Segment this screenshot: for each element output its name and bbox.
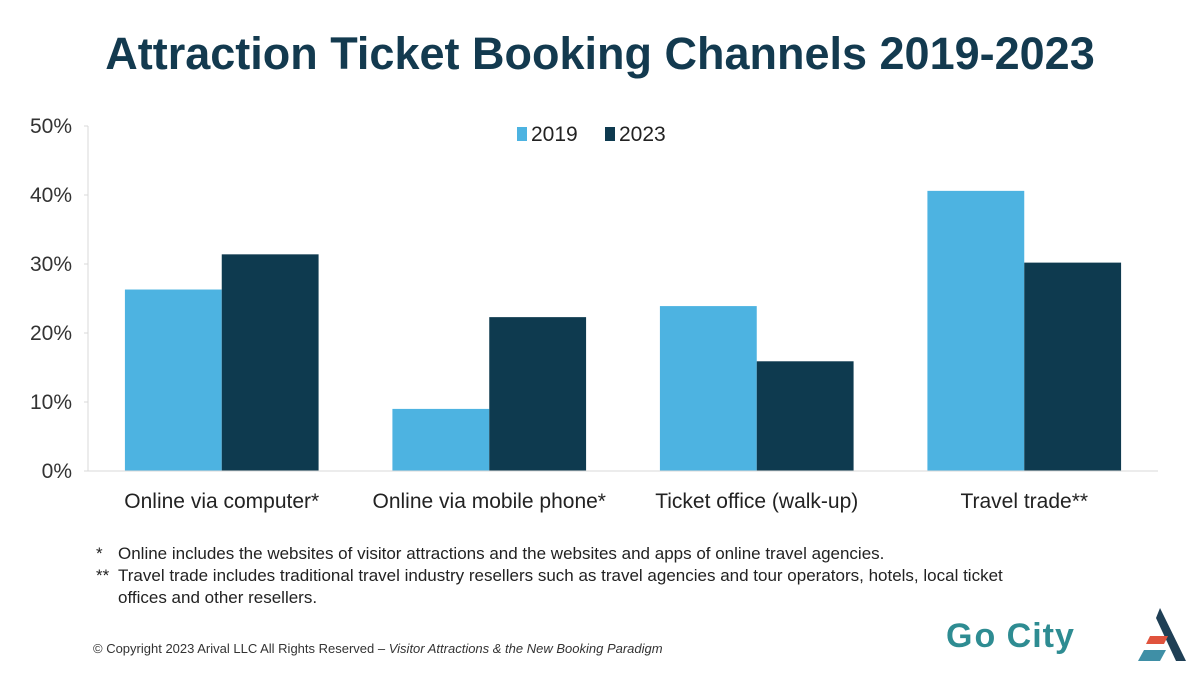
bar-2023 xyxy=(756,361,854,471)
y-tick-label: 30% xyxy=(30,253,72,276)
y-tick-label: 40% xyxy=(30,184,72,207)
bar-2019 xyxy=(124,289,222,471)
y-tick-label: 10% xyxy=(30,391,72,414)
x-tick-label: Online via mobile phone* xyxy=(373,490,606,513)
footnote-mark: * xyxy=(96,544,103,563)
gocity-logo: Goo City xyxy=(946,617,1075,655)
chart-title: Attraction Ticket Booking Channels 2019-… xyxy=(105,28,1095,79)
copyright-text: © Copyright 2023 Arival LLC All Rights R… xyxy=(93,641,389,656)
y-tick-label: 20% xyxy=(30,322,72,345)
bar-chart: 0% 10% 20% 30% 40% 50% Online via computer* Onl… xyxy=(30,115,1158,513)
legend-swatch-2019 xyxy=(517,127,527,141)
footnote: ** Travel trade includes traditional trav… xyxy=(96,565,1048,609)
bar-2019 xyxy=(659,306,757,471)
x-tick-label: Online via computer* xyxy=(124,490,319,513)
footnote: * Online includes the websites of visitor… xyxy=(96,543,1048,565)
legend-label: 2019 xyxy=(531,123,578,146)
arival-logo xyxy=(1138,608,1186,661)
footnotes: * Online includes the websites of visitor… xyxy=(96,543,1048,609)
copyright: © Copyright 2023 Arival LLC All Rights R… xyxy=(93,641,663,656)
bar-2023 xyxy=(489,317,587,471)
footnote-mark: ** xyxy=(96,566,110,585)
bar-2023 xyxy=(221,254,319,471)
x-tick-label: Travel trade** xyxy=(960,490,1088,513)
legend-label: 2023 xyxy=(619,123,666,146)
source-title: Visitor Attractions & the New Booking Pa… xyxy=(388,641,663,656)
x-tick-label: Ticket office (walk-up) xyxy=(655,490,858,513)
bar-2019 xyxy=(392,408,490,471)
y-tick-label: 0% xyxy=(42,460,72,483)
legend-swatch-2023 xyxy=(605,127,615,141)
footnote-text: Online includes the websites of visitor … xyxy=(118,544,885,563)
bar-2023 xyxy=(1024,262,1122,471)
footnote-text: Travel trade includes traditional travel… xyxy=(118,566,1003,607)
bar-2019 xyxy=(927,190,1025,472)
y-tick-label: 50% xyxy=(30,115,72,138)
